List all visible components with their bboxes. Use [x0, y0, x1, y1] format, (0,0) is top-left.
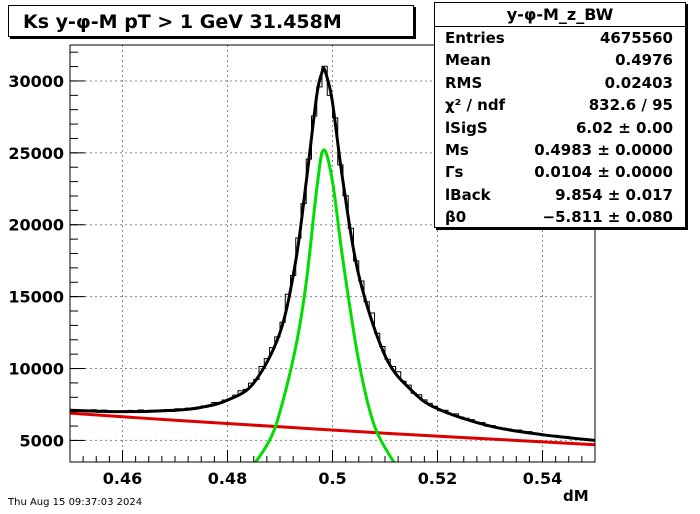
stats-label: RMS [445, 73, 483, 92]
background-fit-line [70, 411, 595, 447]
stats-label: Entries [445, 29, 505, 47]
signal-fit-line [253, 148, 396, 462]
date-stamp: Thu Aug 15 09:37:03 2024 [8, 497, 143, 508]
stats-row-ms: Ms 0.4983 ± 0.0000 [435, 139, 685, 161]
stats-box: y-φ-M_z_BW Entries 4675560 Mean 0.4976 R… [434, 2, 686, 228]
stats-row-mean: Mean 0.4976 [435, 49, 685, 71]
stats-value: 6.02 ± 0.00 [575, 118, 673, 137]
chart-title: Ks y-φ-M pT > 1 GeV 31.458M [8, 5, 414, 37]
stats-value: 0.4976 [615, 51, 673, 70]
y-tick-label: 10000 [8, 360, 64, 379]
stats-row-chi2: χ² / ndf 832.6 / 95 [435, 94, 685, 116]
stats-row-beta0: β0 −5.811 ± 0.080 [435, 206, 685, 228]
stats-value: 4675560 [599, 29, 673, 47]
stats-label: lSigS [445, 118, 488, 137]
y-tick-label: 5000 [19, 431, 64, 450]
stats-row-gamma: Γs 0.0104 ± 0.0000 [435, 161, 685, 183]
stats-label: Mean [445, 51, 491, 70]
stats-label: lBack [445, 185, 491, 204]
stats-row-lback: lBack 9.854 ± 0.017 [435, 184, 685, 206]
stats-value: 0.0104 ± 0.0000 [534, 163, 673, 182]
series-layer [70, 65, 595, 462]
stats-label: χ² / ndf [445, 96, 506, 115]
stats-row-rms: RMS 0.02403 [435, 72, 685, 94]
stats-row-lsigs: lSigS 6.02 ± 0.00 [435, 117, 685, 139]
y-tick-label: 25000 [8, 144, 64, 163]
stats-value: −5.811 ± 0.080 [542, 208, 673, 227]
x-tick-label: 0.46 [103, 469, 142, 488]
total-fit-line [70, 66, 595, 442]
x-tick-label: 0.5 [318, 469, 346, 488]
axis-ticks: 0.46 0.48 0.5 0.52 0.54 5000 10000 15000 20000 25… [8, 51, 596, 488]
stats-value: 0.02403 [604, 73, 673, 92]
stats-value: 9.854 ± 0.017 [555, 185, 673, 204]
stats-value: 0.4983 ± 0.0000 [534, 140, 673, 159]
stats-row-entries: Entries 4675560 [435, 27, 685, 49]
y-tick-label: 30000 [8, 72, 64, 91]
stats-label: Γs [445, 163, 464, 182]
x-axis-title: dM [563, 487, 589, 505]
stats-label: β0 [445, 208, 467, 227]
x-tick-label: 0.52 [418, 469, 457, 488]
stats-label: Ms [445, 140, 469, 159]
stats-value: 832.6 / 95 [588, 96, 673, 115]
y-tick-label: 20000 [8, 216, 64, 235]
x-tick-label: 0.54 [523, 469, 562, 488]
stats-box-name: y-φ-M_z_BW [435, 3, 685, 27]
x-tick-label: 0.48 [208, 469, 247, 488]
y-tick-label: 15000 [8, 288, 64, 307]
